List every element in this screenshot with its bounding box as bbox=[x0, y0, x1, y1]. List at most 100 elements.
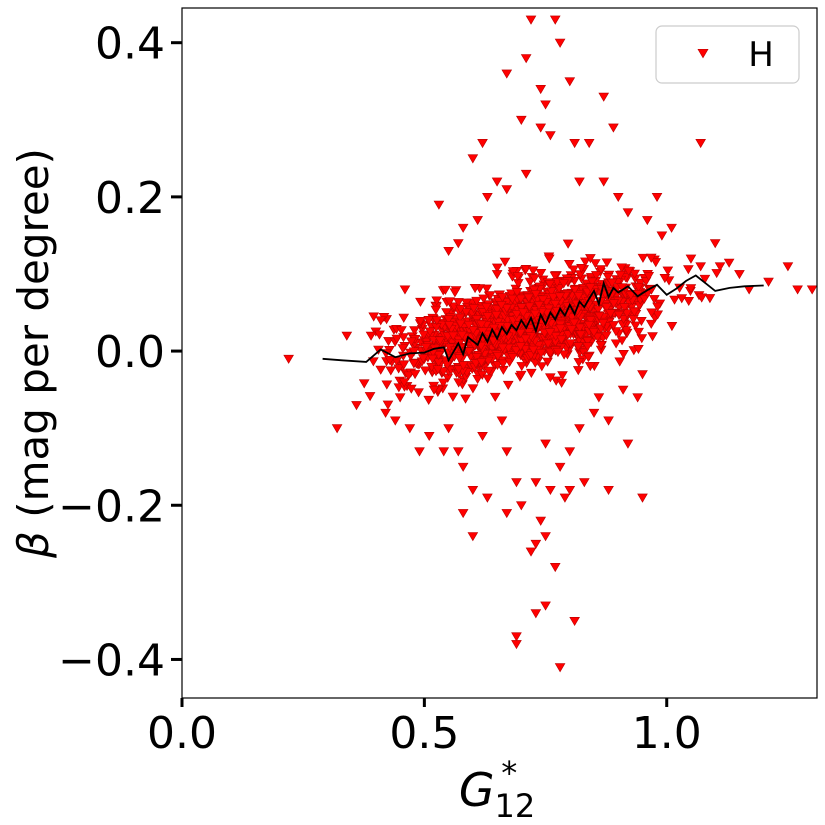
scatter-point bbox=[585, 316, 596, 326]
scatter-point bbox=[517, 308, 529, 318]
scatter-point bbox=[615, 270, 626, 280]
scatter-point bbox=[368, 357, 379, 367]
scatter-point bbox=[629, 269, 640, 279]
scatter-point bbox=[467, 485, 479, 495]
scatter-point bbox=[585, 283, 596, 293]
scatter-point bbox=[444, 297, 455, 307]
scatter-point bbox=[523, 293, 535, 303]
scatter-point bbox=[603, 416, 614, 426]
scatter-point bbox=[491, 263, 503, 273]
scatter-point bbox=[656, 231, 668, 241]
scatter-point bbox=[590, 271, 602, 281]
scatter-point bbox=[612, 192, 624, 203]
scatter-point bbox=[537, 295, 549, 305]
scatter-point bbox=[457, 509, 469, 519]
scatter-point bbox=[497, 359, 509, 369]
scatter-point bbox=[457, 462, 469, 472]
scatter-point bbox=[540, 100, 551, 110]
scatter-point bbox=[389, 416, 401, 426]
scatter-point bbox=[467, 532, 479, 542]
scatter-point bbox=[589, 259, 601, 269]
scatter-point bbox=[476, 357, 487, 368]
scatter-point bbox=[468, 304, 480, 314]
scatter-point bbox=[585, 254, 596, 264]
scatter-point bbox=[454, 313, 466, 323]
scatter-point bbox=[404, 424, 416, 434]
scatter-point bbox=[511, 310, 523, 320]
scatter-point bbox=[556, 335, 567, 345]
scatter-point bbox=[544, 280, 556, 290]
scatter-point bbox=[483, 366, 495, 376]
scatter-point bbox=[630, 321, 641, 331]
scatter-point bbox=[515, 342, 526, 352]
scatter-point bbox=[515, 370, 527, 380]
scatter-point bbox=[453, 378, 465, 388]
x-tick-label: 1.0 bbox=[632, 708, 702, 759]
scatter-point bbox=[535, 349, 547, 359]
scatter-point bbox=[417, 354, 429, 364]
scatter-point bbox=[515, 328, 526, 338]
scatter-point bbox=[527, 266, 539, 276]
scatter-point bbox=[608, 321, 619, 331]
scatter-point bbox=[472, 216, 484, 226]
scatter-point bbox=[618, 350, 629, 360]
scatter-point bbox=[477, 327, 489, 337]
scatter-point bbox=[564, 447, 576, 457]
scatter-point bbox=[408, 359, 420, 369]
scatter-point bbox=[714, 262, 726, 272]
y-tick-label: −0.4 bbox=[58, 635, 165, 686]
scatter-point bbox=[549, 300, 561, 310]
scatter-point bbox=[469, 284, 481, 294]
scatter-point bbox=[365, 331, 377, 341]
scatter-point bbox=[398, 378, 410, 388]
scatter-point bbox=[568, 265, 579, 275]
scatter-point bbox=[452, 447, 464, 457]
scatter-point bbox=[542, 357, 553, 367]
scatter-point bbox=[519, 345, 531, 355]
scatter-point bbox=[614, 357, 626, 367]
scatter-point bbox=[601, 303, 613, 313]
scatter-point bbox=[525, 15, 537, 25]
scatter-point bbox=[516, 303, 527, 313]
scatter-point bbox=[520, 169, 532, 179]
scatter-point bbox=[530, 478, 542, 488]
scatter-point bbox=[491, 177, 503, 187]
scatter-point bbox=[431, 316, 443, 326]
scatter-point bbox=[515, 294, 527, 304]
scatter-point bbox=[633, 327, 644, 337]
scatter-point bbox=[507, 353, 518, 363]
scatter-point bbox=[669, 295, 680, 305]
scatter-point bbox=[409, 370, 421, 380]
scatter-point bbox=[545, 485, 556, 495]
scatter-point bbox=[645, 253, 657, 263]
scatter-point bbox=[622, 439, 634, 449]
scatter-point bbox=[414, 447, 425, 457]
scatter-point bbox=[530, 609, 542, 619]
scatter-point bbox=[405, 384, 417, 394]
scatter-point bbox=[602, 273, 614, 283]
scatter-point bbox=[434, 336, 446, 346]
scatter-point bbox=[497, 343, 509, 353]
scatter-point bbox=[492, 351, 504, 362]
scatter-point bbox=[490, 311, 502, 321]
scatter-point bbox=[546, 287, 557, 297]
scatter-point bbox=[652, 310, 664, 320]
scatter-point bbox=[613, 310, 625, 320]
scatter-point bbox=[449, 288, 461, 298]
scatter-point bbox=[516, 362, 528, 372]
scatter-point bbox=[507, 294, 518, 304]
scatter-point bbox=[520, 54, 532, 64]
scatter-point bbox=[444, 321, 455, 331]
scatter-point bbox=[415, 297, 426, 307]
scatter-point bbox=[565, 339, 576, 349]
scatter-point bbox=[676, 294, 688, 304]
scatter-point bbox=[375, 365, 387, 375]
scatter-point bbox=[646, 308, 657, 318]
scatter-point bbox=[331, 424, 343, 434]
x-tick-label: 0.0 bbox=[147, 708, 217, 759]
scatter-point bbox=[683, 265, 694, 275]
scatter-point bbox=[636, 317, 647, 327]
scatter-point bbox=[542, 339, 554, 349]
scatter-point bbox=[632, 393, 643, 403]
